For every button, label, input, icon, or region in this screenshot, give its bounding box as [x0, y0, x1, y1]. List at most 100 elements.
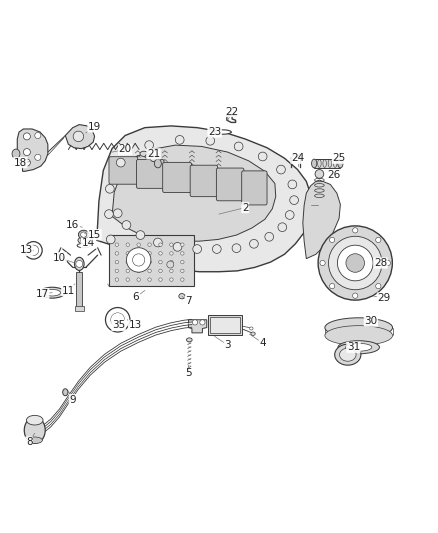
Ellipse shape	[44, 289, 60, 296]
Circle shape	[137, 261, 141, 264]
Text: 19: 19	[88, 122, 101, 132]
Text: 7: 7	[185, 296, 192, 306]
Circle shape	[180, 278, 184, 281]
Bar	[76, 272, 82, 309]
Circle shape	[126, 278, 130, 281]
Circle shape	[137, 243, 141, 246]
Ellipse shape	[179, 294, 185, 299]
Circle shape	[180, 261, 184, 264]
Text: 23: 23	[208, 127, 221, 137]
Ellipse shape	[150, 157, 158, 161]
Circle shape	[137, 278, 141, 281]
Circle shape	[329, 284, 335, 289]
Circle shape	[353, 228, 358, 233]
FancyBboxPatch shape	[216, 168, 244, 201]
Circle shape	[133, 254, 145, 266]
Circle shape	[170, 243, 173, 246]
Ellipse shape	[338, 341, 379, 354]
Circle shape	[122, 221, 131, 229]
Ellipse shape	[78, 237, 89, 244]
Circle shape	[346, 254, 364, 272]
Circle shape	[148, 269, 151, 272]
Ellipse shape	[311, 159, 317, 168]
Text: 22: 22	[226, 107, 239, 117]
Circle shape	[159, 269, 162, 272]
Text: 20: 20	[119, 144, 132, 155]
Circle shape	[180, 252, 184, 255]
Circle shape	[170, 278, 173, 281]
Circle shape	[159, 252, 162, 255]
Text: 15: 15	[88, 230, 101, 240]
Ellipse shape	[39, 287, 65, 298]
Circle shape	[111, 313, 125, 327]
Text: 25: 25	[332, 153, 346, 163]
Text: 28: 28	[374, 258, 387, 268]
Circle shape	[318, 226, 392, 300]
Circle shape	[376, 237, 381, 243]
Ellipse shape	[325, 318, 392, 337]
Circle shape	[113, 209, 122, 217]
Text: 2: 2	[242, 203, 248, 213]
Ellipse shape	[214, 130, 231, 134]
Circle shape	[35, 154, 41, 160]
Circle shape	[170, 261, 173, 264]
Ellipse shape	[154, 159, 161, 168]
Circle shape	[148, 243, 151, 246]
Circle shape	[23, 133, 30, 140]
Circle shape	[106, 184, 114, 193]
Text: 16: 16	[66, 220, 79, 230]
FancyBboxPatch shape	[162, 163, 191, 192]
Circle shape	[126, 243, 130, 246]
Circle shape	[170, 269, 173, 272]
Circle shape	[115, 243, 119, 246]
Circle shape	[153, 238, 162, 247]
Ellipse shape	[81, 232, 87, 237]
Circle shape	[329, 237, 335, 243]
Circle shape	[200, 320, 205, 325]
Text: 3: 3	[224, 340, 231, 350]
Circle shape	[145, 141, 153, 149]
Bar	[208, 314, 242, 335]
Text: 17: 17	[35, 288, 49, 298]
Ellipse shape	[78, 230, 89, 239]
Circle shape	[81, 237, 87, 244]
Ellipse shape	[145, 154, 153, 159]
Circle shape	[353, 293, 358, 298]
Text: 5: 5	[185, 368, 192, 378]
Text: 9: 9	[69, 394, 76, 405]
Circle shape	[265, 232, 274, 241]
Polygon shape	[97, 126, 311, 272]
Bar	[109, 235, 194, 286]
Ellipse shape	[346, 343, 372, 351]
Circle shape	[136, 231, 145, 239]
FancyBboxPatch shape	[190, 165, 218, 197]
Circle shape	[105, 210, 113, 219]
Circle shape	[290, 196, 298, 205]
Circle shape	[180, 269, 184, 272]
Text: 30: 30	[364, 316, 378, 326]
Text: 21: 21	[147, 149, 160, 159]
Ellipse shape	[27, 437, 42, 443]
Text: 8: 8	[26, 437, 32, 447]
Circle shape	[115, 278, 119, 281]
Circle shape	[232, 244, 241, 253]
Ellipse shape	[335, 344, 361, 365]
Ellipse shape	[338, 159, 343, 168]
Circle shape	[277, 165, 286, 174]
Circle shape	[28, 245, 39, 256]
Text: 35: 35	[112, 320, 125, 330]
Circle shape	[159, 243, 162, 246]
FancyBboxPatch shape	[109, 157, 138, 184]
Circle shape	[286, 211, 294, 220]
Circle shape	[127, 248, 151, 272]
Circle shape	[170, 252, 173, 255]
Circle shape	[234, 142, 243, 151]
Circle shape	[328, 236, 382, 290]
Text: 29: 29	[378, 293, 391, 303]
Circle shape	[337, 245, 373, 281]
Bar	[210, 317, 240, 333]
Text: 4: 4	[259, 338, 266, 348]
Ellipse shape	[187, 338, 192, 342]
Circle shape	[106, 308, 130, 332]
Bar	[75, 306, 84, 311]
